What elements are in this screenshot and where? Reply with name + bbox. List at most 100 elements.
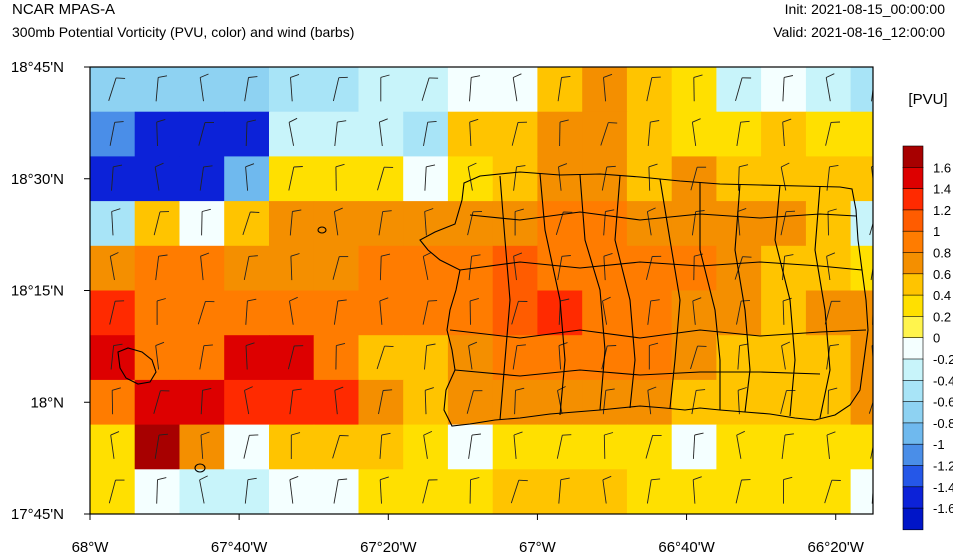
wind-barb [871,85,873,102]
wind-barb-feather [113,343,123,347]
pv-cell [582,514,627,555]
latitude-axis: 18°45'N 18°30'N 18°15'N 18°N 17°45'N [11,59,90,523]
wind-barb-feather [603,73,613,78]
pv-cell [850,111,873,157]
wind-barb [379,434,383,459]
wind-barb [646,479,652,504]
wind-barb-feather [874,478,883,480]
wind-barb-feather [692,521,700,525]
wind-barb-feather [289,296,298,302]
wind-barb [154,435,160,459]
wind-barb [513,434,517,459]
wind-barb [782,122,785,147]
wind-barb-feather [828,387,838,391]
wind-barb [245,166,249,191]
wind-barb [290,256,293,281]
init-time: Init: 2021-08-15_00:00:00 [784,1,945,17]
wind-barb [738,524,741,548]
colorbar-swatch [902,252,924,275]
wind-barb-feather [291,432,301,436]
colorbar-label: 0.8 [933,246,951,261]
pv-cell [314,514,359,555]
colorbar-label: -1.4 [933,480,953,495]
wind-barb-feather [246,119,256,123]
wind-barb [199,166,204,191]
wind-barb [111,211,114,236]
colorbar-label: -1.6 [933,501,953,516]
wind-barb-feather [379,297,389,302]
wind-barb-feather [424,208,434,212]
wind-barb-feather [116,77,126,79]
colorbar-swatch [902,188,924,211]
wind-barb-feather [156,298,166,302]
colorbar-title: [PVU] [908,91,947,108]
wind-barb [692,300,696,325]
wind-barb-feather [558,163,568,168]
wind-barb-feather [201,208,211,212]
wind-barb-feather [647,207,656,213]
wind-barb-feather [111,208,121,212]
wind-barb-feather [557,386,566,391]
wind-barb [646,211,652,236]
wind-barb [379,300,383,325]
wind-barb [782,77,785,102]
wind-barb [469,122,472,147]
lon-tick-label: 66°20'W [808,539,865,555]
wind-barb-feather [292,209,302,212]
wind-barb [825,77,831,102]
wind-barb-feather [156,521,164,524]
wind-barb [109,122,116,146]
wind-barb [557,77,562,102]
wind-barb-feather [114,523,123,524]
wind-barb [648,166,651,191]
colorbar-swatch [902,507,924,531]
wind-barb [737,345,741,370]
wind-barb [603,434,606,459]
colorbar-swatch [902,337,924,360]
wind-barb-feather [469,118,479,123]
pv-cell [850,424,873,470]
wind-barb [734,256,743,280]
wind-barb-feather [335,163,345,168]
pv-cell [850,379,873,426]
wind-barb [422,479,429,504]
colorbar-label: -1.2 [933,459,953,474]
lat-tick-label: 18°30'N [11,171,64,188]
wind-barb-feather [158,254,168,257]
wind-barb [511,122,519,146]
wind-barb-feather [337,299,347,302]
wind-barb-feather [606,165,616,168]
wind-barb [333,479,339,504]
wind-barb-feather [336,342,346,347]
wind-barb-feather [334,207,343,213]
wind-barb-feather [872,121,873,122]
wind-barb-feather [292,388,302,391]
wind-barb-feather [559,522,568,525]
app-title: NCAR MPAS-A [12,1,116,18]
wind-barb-feather [603,252,613,257]
wind-barb-feather [516,165,526,168]
wind-barb [782,300,785,325]
wind-barb-feather [425,387,434,391]
wind-barb-feather [604,432,614,436]
pv-cell [761,514,806,555]
wind-barb [827,211,829,236]
wind-barb-feather [826,252,836,257]
colorbar-label: -1 [933,437,945,452]
wind-barb [242,211,251,236]
wind-barb-feather [693,476,702,481]
wind-barb [510,480,520,504]
wind-barb [379,256,382,281]
wind-barb-feather [650,522,659,524]
wind-barb-feather [826,73,835,78]
lat-tick-label: 17°45'N [11,506,64,523]
wind-barb [198,122,206,146]
wind-barb-feather [651,478,661,481]
wind-barb [645,435,654,459]
wind-barb-feather [247,298,257,302]
pv-field [90,67,873,555]
wind-barb [243,256,250,280]
wind-barb-feather [203,344,213,347]
wind-barb [514,390,516,415]
wind-barb [108,479,116,504]
